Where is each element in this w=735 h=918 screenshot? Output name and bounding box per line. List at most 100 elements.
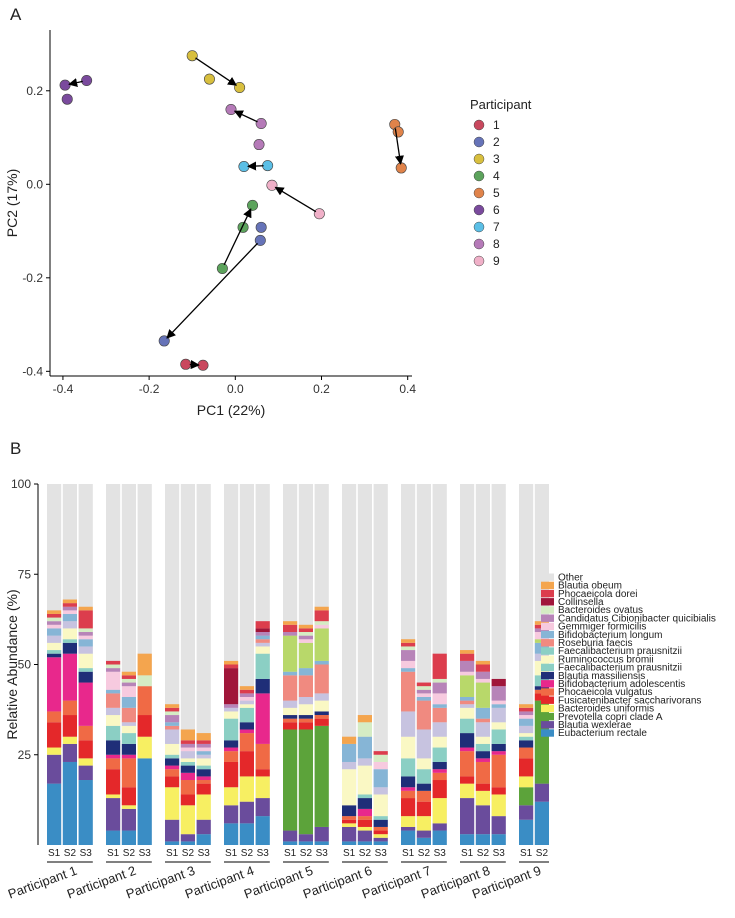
bar-segment xyxy=(357,808,372,817)
bar-segment xyxy=(106,758,121,770)
bar-segment xyxy=(106,671,121,690)
point-participant-9 xyxy=(313,208,325,220)
x-tick-label: 0.4 xyxy=(399,382,416,396)
bar-segment xyxy=(491,794,506,817)
bar-segment xyxy=(298,834,313,842)
y-axis-title: Relative Abundance (%) xyxy=(4,589,20,739)
bar-segment xyxy=(357,819,372,827)
point-participant-8 xyxy=(225,103,237,115)
sample-label: S3 xyxy=(80,848,93,859)
bar-segment xyxy=(255,635,270,640)
bar-segment xyxy=(47,747,62,755)
bar-segment xyxy=(432,704,447,708)
sample-label: S1 xyxy=(107,848,120,859)
sample-label: S2 xyxy=(241,848,254,859)
point-participant-5 xyxy=(392,126,404,138)
arrow-participant-5 xyxy=(394,128,404,165)
bar-segment xyxy=(298,635,313,640)
bar-segment xyxy=(255,642,270,647)
bar-segment xyxy=(357,722,372,737)
legend-swatch xyxy=(541,655,554,663)
legend-swatch xyxy=(541,630,554,639)
bar-segment xyxy=(298,632,313,636)
bar-segment xyxy=(121,696,136,708)
legend-label: Blautia obeum xyxy=(558,581,622,592)
bar-segment xyxy=(491,722,506,730)
bar-segment xyxy=(165,758,180,766)
bar-segment xyxy=(460,675,475,697)
sample-label: S2 xyxy=(123,848,136,859)
bar-segment xyxy=(401,660,416,669)
bar-segment xyxy=(416,729,431,759)
sample-label: S1 xyxy=(520,848,533,859)
bar-segment xyxy=(180,740,195,744)
legend-label-3: 3 xyxy=(493,152,500,166)
bar-segment xyxy=(491,816,506,835)
bar-segment xyxy=(298,675,313,697)
bar-segment xyxy=(519,711,534,716)
bar-segment xyxy=(519,733,534,737)
bar-segment xyxy=(475,783,490,791)
bar-segment xyxy=(165,819,180,842)
bar-segment xyxy=(401,776,416,788)
bar-segment xyxy=(342,805,357,817)
bar-segment xyxy=(224,660,239,665)
legend-label: Blautia massiliensis xyxy=(558,671,645,682)
bar-segment xyxy=(224,740,239,748)
bar-segment xyxy=(416,689,431,694)
bar-segment xyxy=(106,664,121,669)
sample-label: S2 xyxy=(64,848,77,859)
bar-segment xyxy=(78,740,93,759)
pca-scatter-plot: 0.2 0.0 -0.2 -0.4 -0.4 -0.2 0.0 0.2 0.4 PC1 (22%)… xyxy=(4,30,532,418)
bar-segment xyxy=(165,841,180,845)
bar-segment xyxy=(255,653,270,679)
bar-segment xyxy=(62,639,77,643)
bar-segment xyxy=(460,700,475,705)
legend-swatch xyxy=(541,598,554,606)
bar-segment xyxy=(62,715,77,737)
bar-segment xyxy=(298,639,313,643)
bar-segment xyxy=(519,740,534,748)
bar-segment xyxy=(165,776,180,788)
bar-segment xyxy=(255,798,270,817)
bar-segment xyxy=(357,715,372,723)
sample-label: S3 xyxy=(493,848,506,859)
bar-segment xyxy=(357,794,372,799)
bar-segment xyxy=(106,830,121,845)
bar-segment xyxy=(62,653,77,701)
bar-segment xyxy=(519,776,534,788)
bar-segment xyxy=(519,736,534,741)
bar-segment xyxy=(180,841,195,845)
point-participant-6 xyxy=(61,93,73,105)
bar-segment xyxy=(314,628,329,661)
bar-segment xyxy=(534,783,549,802)
bar-segment xyxy=(224,718,239,741)
bar-segment xyxy=(47,635,62,643)
x-tick-label: -0.4 xyxy=(53,382,74,396)
bar-segment xyxy=(491,751,506,755)
bar-segment xyxy=(165,765,180,770)
bar-segment xyxy=(491,743,506,752)
legend-label: Candidatus Cibionibacter quicibialis xyxy=(558,613,716,624)
bar-segment xyxy=(239,693,254,697)
bar-segment xyxy=(298,715,313,719)
bar-segment xyxy=(416,700,431,730)
bar-segment xyxy=(342,826,357,842)
bar-segment xyxy=(519,787,534,806)
bar-segment xyxy=(416,790,431,802)
bar-segment xyxy=(224,787,239,806)
bar-segment xyxy=(106,693,121,708)
bar-segment xyxy=(298,668,313,676)
bar-segment xyxy=(137,675,152,687)
bar-segment xyxy=(47,617,62,622)
bar-segment xyxy=(491,678,506,687)
bar-segment xyxy=(78,646,93,654)
arrow-participant-6 xyxy=(68,78,83,88)
bar-segment xyxy=(224,668,239,705)
bar-segment xyxy=(475,805,490,835)
bar-segment xyxy=(401,826,416,831)
legend-label-2: 2 xyxy=(493,135,500,149)
bar-segment xyxy=(196,794,211,820)
bar-segment xyxy=(416,830,431,838)
bar-segment xyxy=(519,758,534,777)
